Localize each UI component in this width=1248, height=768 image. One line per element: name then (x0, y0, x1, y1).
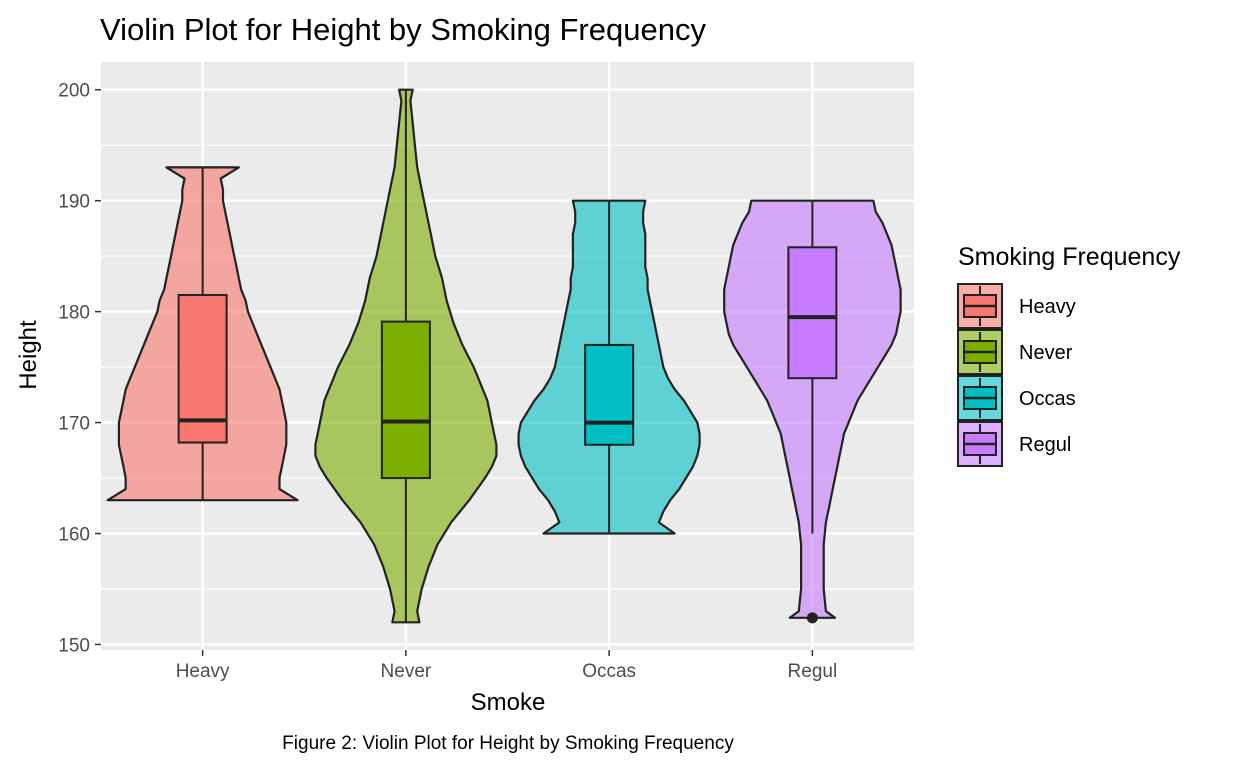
box-occas (584, 343, 635, 446)
box-regul (787, 246, 838, 380)
figure-caption: Figure 2: Violin Plot for Height by Smok… (282, 733, 734, 754)
plot-panel: 150 160 170 180 190 200 Heavy Never Occas Regul (58, 62, 914, 682)
y-tick-label: 200 (58, 81, 90, 102)
legend: Heavy Never Occas Regul (957, 283, 1076, 467)
legend-item-never: Never (957, 329, 1073, 375)
legend-label: Regul (1019, 434, 1071, 456)
legend-label: Occas (1019, 388, 1076, 410)
legend-title: Smoking Frequency (958, 243, 1181, 271)
y-tick-label: 180 (58, 303, 90, 324)
legend-label: Never (1019, 342, 1073, 364)
legend-item-heavy: Heavy (957, 283, 1076, 329)
y-tick-label: 190 (58, 192, 90, 213)
x-tick-label: Heavy (176, 661, 230, 682)
x-tick-label: Occas (582, 661, 636, 682)
y-axis-label: Height (15, 320, 42, 390)
chart-title: Violin Plot for Height by Smoking Freque… (100, 12, 706, 47)
x-tick-label: Never (381, 661, 432, 682)
y-tick-label: 170 (58, 414, 90, 435)
legend-item-regul: Regul (957, 421, 1071, 467)
x-axis-label: Smoke (471, 689, 546, 716)
x-tick-label: Regul (788, 661, 838, 682)
outlier-point-regul (806, 612, 818, 624)
y-tick-label: 160 (58, 525, 90, 546)
y-tick-label: 150 (58, 635, 90, 656)
box-heavy (177, 293, 228, 444)
box-never (380, 320, 431, 480)
legend-label: Heavy (1019, 296, 1076, 318)
legend-item-occas: Occas (957, 375, 1076, 421)
